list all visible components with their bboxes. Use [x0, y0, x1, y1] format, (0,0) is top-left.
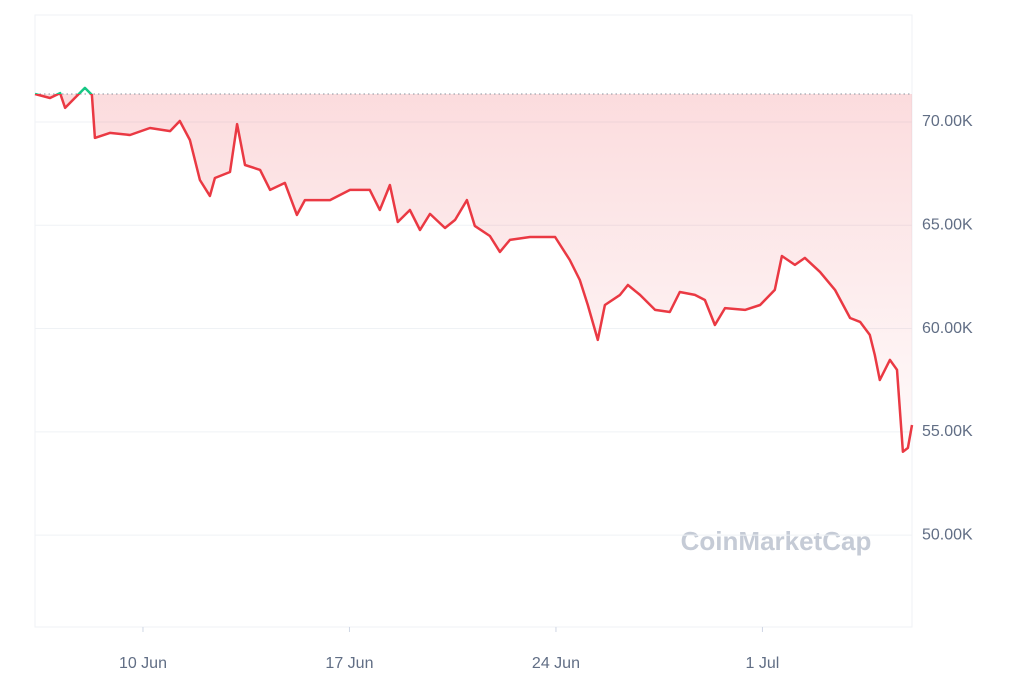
x-tick-label: 1 Jul: [746, 655, 780, 672]
y-tick-label: 50.00K: [922, 526, 973, 543]
y-tick-label: 60.00K: [922, 320, 973, 337]
area-fill: [35, 94, 912, 452]
price-line: [34, 94, 914, 454]
watermark: CoinMarketCap: [681, 526, 872, 556]
x-tick-label: 17 Jun: [325, 655, 373, 672]
x-tick-label: 24 Jun: [532, 655, 580, 672]
y-tick-label: 70.00K: [922, 113, 973, 130]
x-tick-label: 10 Jun: [119, 655, 167, 672]
y-tick-label: 55.00K: [922, 423, 973, 440]
y-tick-label: 65.00K: [922, 216, 973, 233]
